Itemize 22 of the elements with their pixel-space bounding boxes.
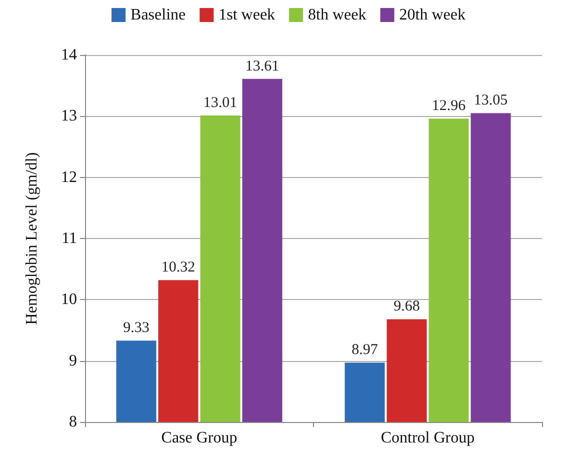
data-label: 9.68	[394, 298, 420, 315]
data-label: 13.01	[203, 95, 238, 112]
data-label: 13.05	[474, 92, 508, 109]
legend-label: 8th week	[308, 6, 366, 24]
y-tick-label: 14	[61, 46, 77, 64]
data-label: 10.32	[161, 260, 196, 276]
y-tick-label: 13	[61, 108, 77, 125]
y-axis-title: Hemoglobin Level (gm/dl)	[24, 152, 40, 325]
legend-label: 1st week	[218, 6, 276, 24]
y-tick-label: 12	[61, 168, 77, 186]
x-tick-label: Control Group	[380, 430, 475, 446]
x-tick-label: Case Group	[161, 430, 238, 446]
legend-label: 20th week	[399, 6, 466, 24]
y-tick-label: 9	[69, 352, 77, 370]
data-label: 13.61	[245, 58, 280, 74]
data-label: 9.33	[123, 320, 150, 336]
y-tick-label: 10	[61, 291, 77, 308]
data-label: 8.97	[352, 342, 378, 358]
y-tick-label: 11	[62, 230, 77, 247]
data-label: 12.96	[432, 98, 466, 114]
y-tick-label: 8	[69, 414, 77, 430]
legend-label: Baseline	[130, 6, 186, 24]
